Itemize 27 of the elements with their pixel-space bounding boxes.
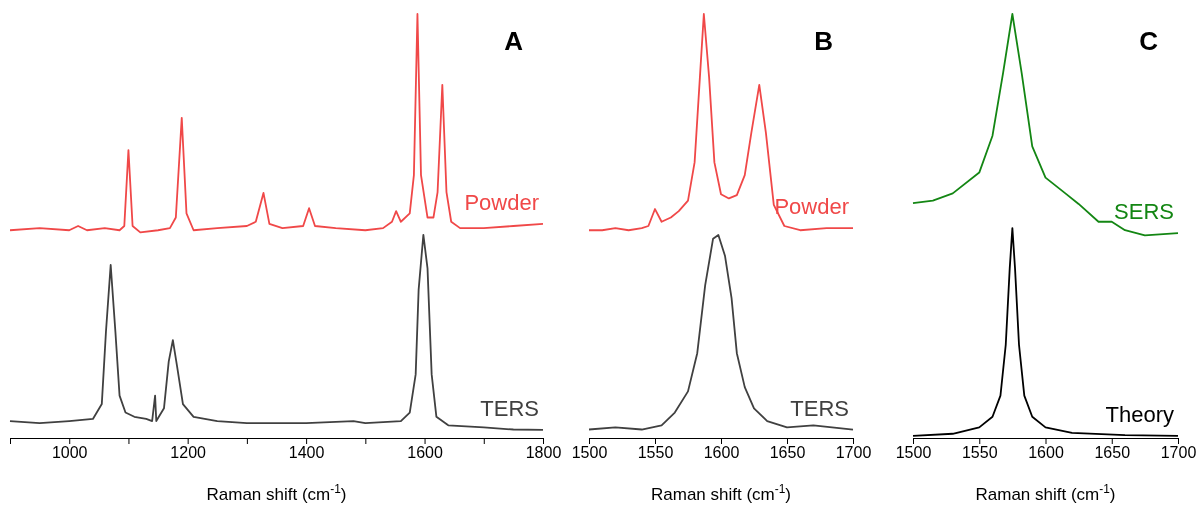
x-axis-title: Raman shift (cm$^{-1}$) (206, 482, 347, 504)
x-tick-label: 1600 (1028, 444, 1064, 462)
x-tick-label: 1650 (769, 444, 806, 462)
x-tick-label: 1800 (525, 444, 562, 462)
x-tick-label: 1500 (895, 444, 932, 462)
text: B (814, 26, 833, 56)
series-label: Powder (464, 189, 539, 215)
x-tick-label: 1200 (170, 444, 207, 462)
x-tick-label: 1000 (51, 444, 88, 462)
x-tick-label: 1600 (407, 444, 443, 462)
x-tick-label: 1550 (637, 444, 674, 462)
series-label: TERS (480, 395, 539, 421)
x-tick-label: 1650 (1094, 444, 1131, 462)
x-axis-title: Raman shift (cm$^{-1}$) (975, 482, 1116, 504)
x-tick-label: 1700 (1160, 444, 1197, 462)
x-tick-label: 1400 (288, 444, 325, 462)
series-label: Theory (1105, 401, 1174, 427)
x-tick-label: 1550 (961, 444, 998, 462)
x-tick-label: 1700 (835, 444, 872, 462)
series-label: SERS (1114, 199, 1174, 225)
text: A (504, 26, 524, 56)
x-axis-title: Raman shift (cm$^{-1}$) (651, 482, 791, 504)
series-label: Powder (774, 194, 849, 220)
series-label: TERS (790, 395, 849, 421)
x-tick-label: 1500 (571, 444, 608, 462)
x-tick-label: 1600 (703, 444, 740, 462)
text: C (1139, 26, 1159, 56)
